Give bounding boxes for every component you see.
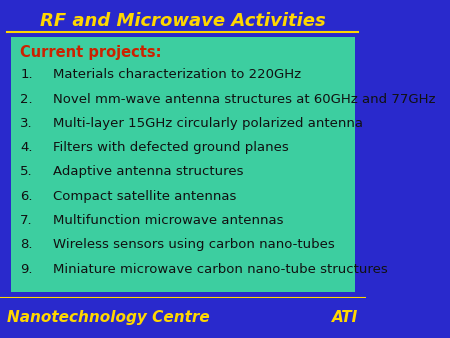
Text: Multifunction microwave antennas: Multifunction microwave antennas — [53, 214, 284, 227]
Text: RF and Microwave Activities: RF and Microwave Activities — [40, 12, 326, 30]
FancyBboxPatch shape — [0, 298, 366, 338]
Text: 7.: 7. — [20, 214, 33, 227]
Text: Materials characterization to 220GHz: Materials characterization to 220GHz — [53, 68, 301, 81]
Text: Wireless sensors using carbon nano-tubes: Wireless sensors using carbon nano-tubes — [53, 238, 335, 251]
Text: 6.: 6. — [20, 190, 32, 203]
Text: Nanotechnology Centre: Nanotechnology Centre — [7, 310, 210, 324]
FancyBboxPatch shape — [11, 37, 355, 292]
Text: Current projects:: Current projects: — [20, 45, 162, 59]
Text: Multi-layer 15GHz circularly polarized antenna: Multi-layer 15GHz circularly polarized a… — [53, 117, 363, 130]
Text: Compact satellite antennas: Compact satellite antennas — [53, 190, 236, 203]
Text: 5.: 5. — [20, 166, 33, 178]
Text: 9.: 9. — [20, 263, 32, 276]
Text: 1.: 1. — [20, 68, 33, 81]
Text: 2.: 2. — [20, 93, 33, 105]
Text: 4.: 4. — [20, 141, 32, 154]
Text: Adaptive antenna structures: Adaptive antenna structures — [53, 166, 243, 178]
Text: 8.: 8. — [20, 238, 32, 251]
Text: Filters with defected ground planes: Filters with defected ground planes — [53, 141, 289, 154]
Text: ATI: ATI — [332, 310, 358, 324]
Text: Miniature microwave carbon nano-tube structures: Miniature microwave carbon nano-tube str… — [53, 263, 388, 276]
Text: Novel mm-wave antenna structures at 60GHz and 77GHz: Novel mm-wave antenna structures at 60GH… — [53, 93, 436, 105]
Text: 3.: 3. — [20, 117, 33, 130]
